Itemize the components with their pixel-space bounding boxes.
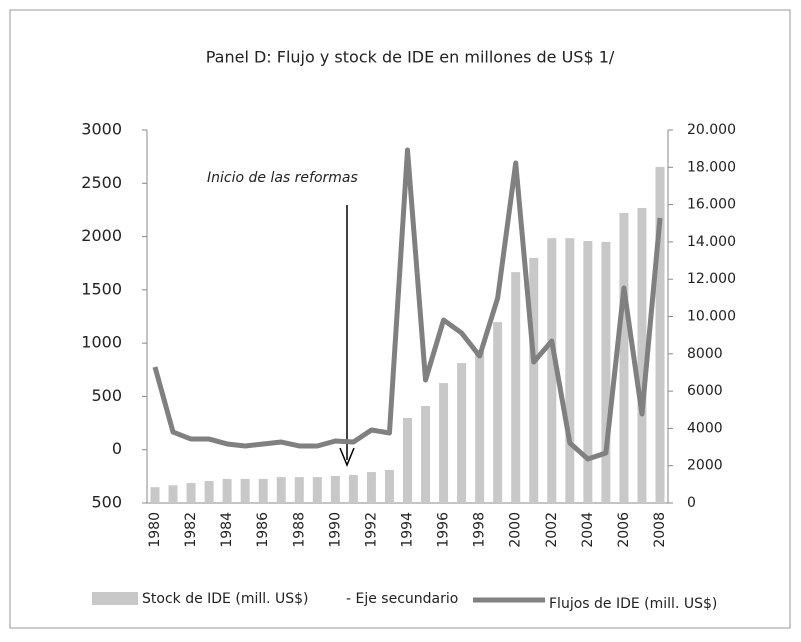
legend-note: - Eje secundario xyxy=(346,591,458,607)
bar xyxy=(294,477,304,503)
x-tick-label: 1982 xyxy=(183,512,199,548)
x-tick-label: 2002 xyxy=(544,512,560,548)
bar xyxy=(186,483,196,503)
bar xyxy=(222,478,232,503)
y2-tick-label: 4000 xyxy=(687,420,723,436)
line xyxy=(152,147,663,462)
chart-title: Panel D: Flujo y stock de IDE en millone… xyxy=(206,48,615,67)
y2-tick-label: 20.000 xyxy=(687,122,736,138)
bar xyxy=(312,477,322,503)
x-tick-label: 2008 xyxy=(652,512,668,548)
bar xyxy=(348,475,358,503)
bar xyxy=(565,238,575,504)
annotation-arrowhead xyxy=(339,447,355,467)
bar xyxy=(547,238,557,504)
bar xyxy=(330,475,340,503)
annotation: Inicio de las reformas xyxy=(207,170,358,186)
y2-tick-label: 18.000 xyxy=(687,159,736,175)
x-tick-label: 1980 xyxy=(147,512,163,548)
y-tick-label: 500 xyxy=(91,493,122,512)
y-tick-label: 1500 xyxy=(81,279,122,298)
x-tick-label: 2006 xyxy=(616,512,632,548)
bar xyxy=(637,207,647,503)
x-tick-label: 2000 xyxy=(508,512,524,548)
x-tick-label: 1986 xyxy=(255,512,271,548)
bar xyxy=(529,257,539,503)
y-tick-label: 2500 xyxy=(81,173,122,192)
y2-tick-label: 14.000 xyxy=(687,234,736,250)
bar xyxy=(493,322,503,503)
legend-swatch xyxy=(92,592,138,605)
bar xyxy=(601,241,611,503)
bar xyxy=(240,478,250,503)
bar xyxy=(439,383,449,503)
bar xyxy=(384,469,394,503)
y2-tick-label: 6000 xyxy=(687,383,723,399)
y2-tick-label: 0 xyxy=(687,495,696,511)
bar xyxy=(150,487,160,503)
x-tick-label: 1984 xyxy=(219,512,235,548)
x-tick-label: 1988 xyxy=(291,512,307,548)
y2-tick-label: 16.000 xyxy=(687,197,736,213)
bar xyxy=(421,406,431,503)
y-tick-label: 2000 xyxy=(81,226,122,245)
y-tick-label: 1000 xyxy=(81,333,122,352)
y-tick-label: 500 xyxy=(91,386,122,405)
bar xyxy=(403,417,412,503)
bar xyxy=(619,212,629,503)
bar xyxy=(258,478,268,503)
y2-tick-label: 10.000 xyxy=(687,309,736,325)
x-tick-label: 1990 xyxy=(327,512,343,548)
bar xyxy=(204,480,214,503)
bar xyxy=(276,477,286,503)
bar xyxy=(583,240,593,503)
bar xyxy=(457,363,467,503)
bar xyxy=(366,472,376,503)
y-tick-label: 0 xyxy=(112,439,122,458)
x-tick-label: 1994 xyxy=(400,512,416,548)
y-tick-label: 3000 xyxy=(81,120,122,139)
bar xyxy=(475,350,485,503)
legend-label: Stock de IDE (mill. US$) xyxy=(142,591,309,607)
legend-label: Flujos de IDE (mill. US$) xyxy=(549,596,717,612)
bar xyxy=(655,166,665,503)
bar xyxy=(511,272,521,503)
bar xyxy=(168,485,178,503)
y2-tick-label: 2000 xyxy=(687,458,723,474)
y2-tick-label: 8000 xyxy=(687,346,723,362)
y2-tick-label: 12.000 xyxy=(687,271,736,287)
x-tick-label: 1992 xyxy=(363,512,379,548)
x-tick-label: 1996 xyxy=(436,512,452,548)
x-tick-label: 2004 xyxy=(580,512,596,548)
x-tick-label: 1998 xyxy=(472,512,488,548)
